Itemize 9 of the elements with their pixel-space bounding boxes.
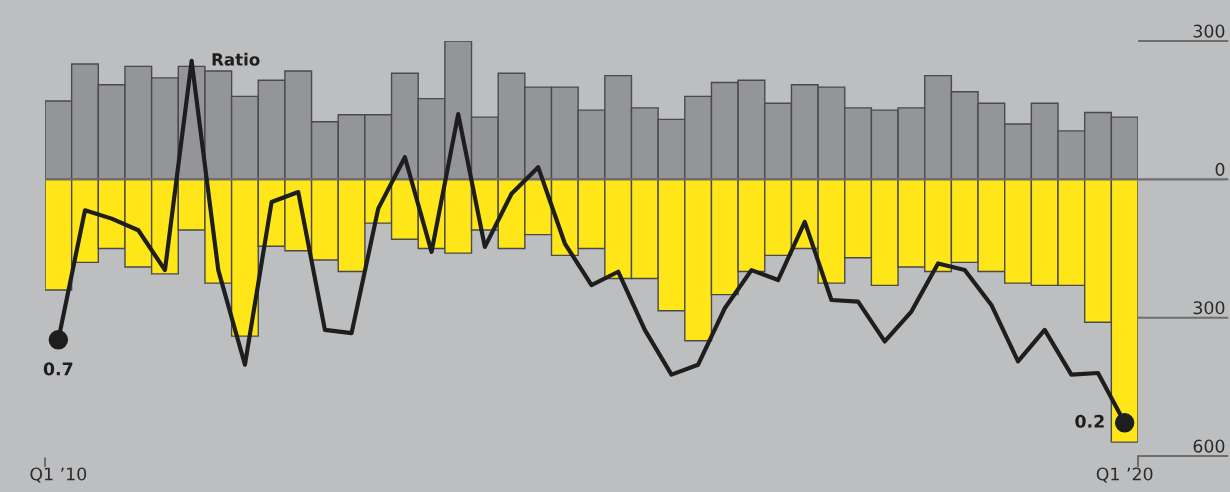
x-tick-label: Q1 ’20 bbox=[1096, 467, 1153, 483]
data-label: 0.7 bbox=[43, 362, 73, 376]
data-label: 0.2 bbox=[1075, 414, 1104, 428]
series-label: Ratio bbox=[212, 52, 260, 66]
y-tick-label: 0 bbox=[1215, 162, 1225, 176]
x-tick-label: Q1 ’10 bbox=[30, 467, 87, 483]
y-tick-label: 300 bbox=[1193, 24, 1225, 38]
y-tick-label: 600 bbox=[1193, 439, 1225, 453]
y-tick-label: 300 bbox=[1193, 301, 1225, 315]
